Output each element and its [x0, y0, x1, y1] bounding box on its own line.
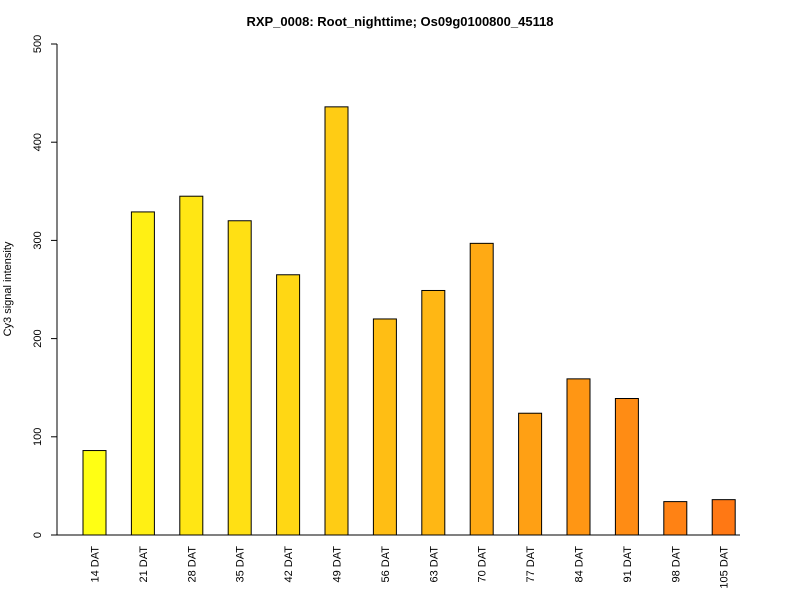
bar: [324, 106, 349, 536]
bar: [372, 318, 397, 536]
x-tick-label: 42 DAT: [283, 546, 295, 583]
x-tick-label: 98 DAT: [670, 546, 682, 583]
x-tick-label: 105 DAT: [719, 546, 731, 589]
bar: [276, 274, 301, 536]
x-tick-label: 56 DAT: [380, 546, 392, 583]
y-tick-label: 0: [32, 532, 44, 538]
bar: [227, 220, 252, 536]
x-tick-label: 91 DAT: [622, 546, 634, 583]
bar: [566, 378, 591, 536]
chart-title: RXP_0008: Root_nighttime; Os09g0100800_4…: [246, 14, 553, 29]
x-tick-label: 49 DAT: [332, 546, 344, 583]
x-tick-label: 21 DAT: [138, 546, 150, 583]
x-axis-labels: 14 DAT 21 DAT 28 DAT 35 DAT 42 DAT 49 DAT 56 D…: [90, 546, 731, 589]
y-axis-label: Cy3 signal intensity: [2, 241, 14, 336]
x-tick-label: 28 DAT: [186, 546, 198, 583]
bar: [179, 195, 204, 536]
bar: [711, 499, 736, 536]
y-tick-label: 100: [32, 428, 44, 446]
x-tick-label: 35 DAT: [235, 546, 247, 583]
bar: [614, 398, 639, 536]
y-axis-ticks: 0 100 200 300 400 500: [32, 35, 57, 538]
bar: [469, 242, 494, 536]
y-tick-label: 400: [32, 133, 44, 151]
bar: [518, 412, 543, 536]
bars-group: [82, 106, 736, 536]
x-tick-label: 63 DAT: [428, 546, 440, 583]
x-tick-label: 14 DAT: [90, 546, 102, 583]
y-tick-label: 200: [32, 329, 44, 347]
bar: [421, 289, 446, 536]
x-tick-label: 70 DAT: [477, 546, 489, 583]
bar: [82, 450, 107, 536]
x-tick-label: 84 DAT: [574, 546, 586, 583]
bar: [130, 211, 155, 536]
bar: [663, 501, 688, 536]
y-tick-label: 300: [32, 231, 44, 249]
x-tick-label: 77 DAT: [525, 546, 537, 583]
y-tick-label: 500: [32, 35, 44, 53]
